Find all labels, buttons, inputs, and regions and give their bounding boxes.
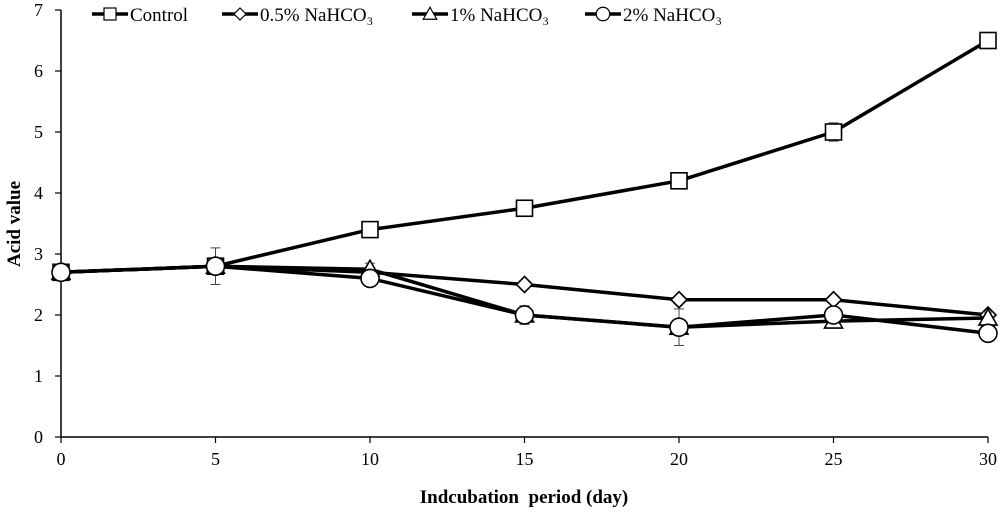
data-point-diamond <box>669 290 689 309</box>
y-tick-labels: 0 1 2 3 4 5 6 7 <box>34 0 43 447</box>
x-axis-label: Indcubation period (day) <box>420 487 629 508</box>
data-point-diamond <box>515 275 534 294</box>
x-tick-label: 20 <box>670 449 688 469</box>
y-tick-label: 4 <box>34 183 43 203</box>
y-axis-label: Acid value <box>4 181 25 267</box>
y-tick-label: 1 <box>34 366 43 386</box>
legend-item: 2% NaHCO₃ <box>585 5 722 26</box>
data-point-square <box>979 31 997 50</box>
x-tick-label: 5 <box>211 449 220 469</box>
y-tick-label: 2 <box>34 305 43 325</box>
series-group <box>50 31 999 346</box>
data-point-circle <box>514 305 535 325</box>
legend-label: Control <box>130 5 188 26</box>
data-point-circle <box>51 262 71 283</box>
legend-item: 0.5% NaHCO₃ <box>222 5 373 26</box>
series-line <box>60 38 989 275</box>
legend-item: 1% NaHCO₃ <box>412 5 549 26</box>
data-point-circle <box>669 317 689 338</box>
series-circle <box>51 256 998 346</box>
legend-label: 1% NaHCO₃ <box>450 5 549 26</box>
y-tick-label: 5 <box>34 122 43 142</box>
data-point-square <box>670 172 688 190</box>
y-tick-label: 3 <box>34 244 43 264</box>
legend-marker-triangle <box>422 6 438 20</box>
data-point-circle <box>823 305 844 325</box>
legend-label: 0.5% NaHCO₃ <box>260 5 373 26</box>
data-point-circle <box>360 268 380 289</box>
x-tick-label: 15 <box>516 449 534 469</box>
data-point-circle <box>205 256 226 277</box>
legend: Control 0.5% NaHCO₃ 1% NaHCO₃ 2% NaHCO₃ <box>92 5 722 26</box>
x-tick-label: 10 <box>361 449 379 469</box>
data-point-circle <box>978 323 998 344</box>
x-tick-label: 25 <box>825 449 843 469</box>
data-point-square <box>361 220 379 239</box>
legend-item: Control <box>92 5 188 26</box>
x-tick-label: 0 <box>57 449 66 469</box>
y-tick-label: 0 <box>34 427 43 447</box>
legend-marker-diamond <box>233 7 247 21</box>
data-point-square <box>515 199 534 218</box>
x-tick-label: 30 <box>979 449 997 469</box>
y-tick-label: 6 <box>34 61 43 81</box>
legend-marker-circle <box>595 6 611 22</box>
legend-marker-square <box>103 7 117 21</box>
axes <box>55 9 989 443</box>
y-tick-label: 7 <box>34 0 43 20</box>
legend-label: 2% NaHCO₃ <box>623 5 722 26</box>
data-point-square <box>824 123 843 141</box>
x-tick-labels: 0 5 10 15 20 25 30 <box>57 449 998 469</box>
series-square <box>52 31 997 285</box>
